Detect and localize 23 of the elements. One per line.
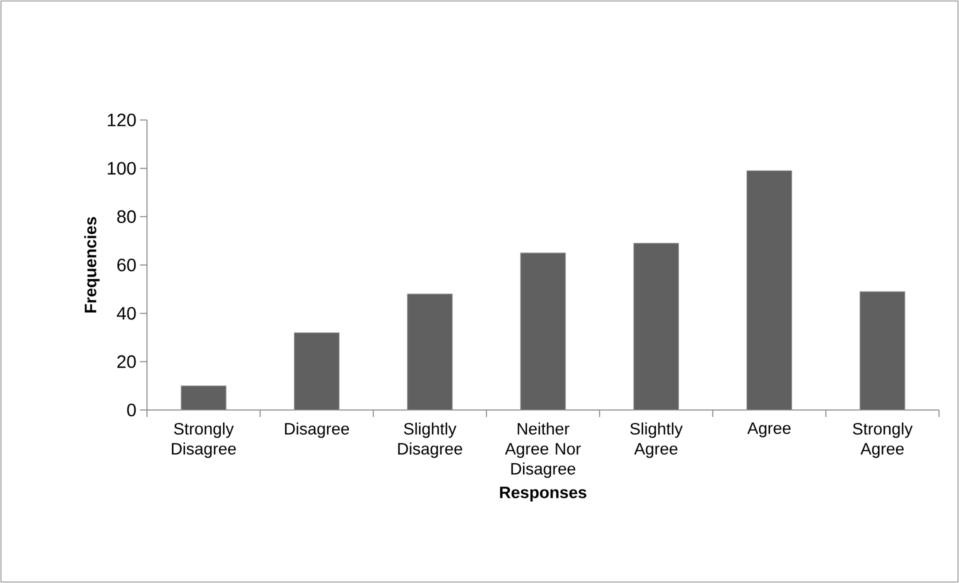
- bar: [860, 291, 906, 410]
- x-tick-label: Agree: [747, 422, 791, 438]
- y-tick-label: 80: [117, 210, 136, 224]
- bar: [294, 332, 340, 410]
- y-tick-label: 60: [117, 258, 136, 272]
- x-axis-title: Responses: [500, 486, 586, 502]
- bar: [520, 252, 566, 410]
- x-tick-label: Disagree: [285, 422, 349, 438]
- x-tick-label: Strongly Disagree: [172, 422, 236, 458]
- bar: [180, 386, 226, 410]
- x-tick-label: Neither Agree Nor Disagree: [504, 422, 581, 478]
- y-axis-title: Frequencies: [84, 217, 100, 312]
- x-tick-label: Slightly Agree: [630, 422, 683, 458]
- y-tick-label: 20: [117, 355, 136, 368]
- y-tick-label: 100: [108, 162, 136, 175]
- bar: [633, 242, 679, 410]
- y-tick-label: 120: [108, 114, 136, 126]
- bar: [746, 170, 792, 410]
- y-tick-label: 0: [127, 404, 136, 416]
- bar: [407, 294, 453, 410]
- y-tick-label: 40: [116, 306, 136, 320]
- x-tick-label: Slightly Disagree: [398, 422, 462, 458]
- x-tick-label: Strongly Agree: [852, 422, 913, 458]
